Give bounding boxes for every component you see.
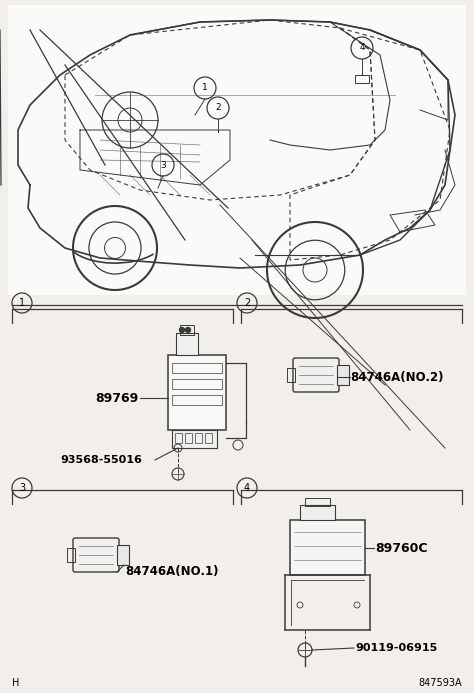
Text: 3: 3: [160, 161, 166, 170]
Bar: [290, 520, 365, 575]
Text: 2: 2: [244, 298, 250, 308]
Bar: [172, 379, 222, 389]
Bar: [172, 430, 217, 448]
Bar: [168, 355, 226, 430]
Circle shape: [180, 328, 184, 333]
FancyBboxPatch shape: [293, 358, 339, 392]
Bar: [287, 368, 295, 382]
Circle shape: [185, 328, 191, 333]
Bar: [117, 545, 129, 565]
Bar: [195, 433, 202, 443]
Text: 847593A: 847593A: [419, 678, 462, 688]
Text: 2: 2: [215, 103, 221, 112]
Text: H: H: [12, 678, 19, 688]
Bar: [175, 433, 182, 443]
Bar: [300, 505, 335, 520]
Text: 89760C: 89760C: [375, 541, 428, 554]
Text: 84746A(NO.2): 84746A(NO.2): [350, 371, 444, 383]
Bar: [172, 363, 222, 373]
Text: 4: 4: [244, 483, 250, 493]
Bar: [67, 548, 75, 562]
Bar: [176, 333, 198, 355]
Bar: [305, 498, 330, 506]
Bar: [337, 365, 349, 385]
Text: 90119-06915: 90119-06915: [355, 643, 437, 653]
Bar: [172, 395, 222, 405]
Bar: [180, 325, 194, 335]
FancyBboxPatch shape: [73, 538, 119, 572]
Bar: [185, 433, 192, 443]
Text: 84746A(NO.1): 84746A(NO.1): [125, 565, 219, 579]
Text: 1: 1: [202, 83, 208, 92]
Text: 3: 3: [19, 483, 25, 493]
Bar: [205, 433, 212, 443]
Bar: [355, 75, 369, 83]
Bar: [8, 5, 466, 295]
Text: 89769: 89769: [95, 392, 138, 405]
Text: 4: 4: [359, 44, 365, 53]
Text: 1: 1: [19, 298, 25, 308]
Text: 93568-55016: 93568-55016: [60, 455, 142, 465]
